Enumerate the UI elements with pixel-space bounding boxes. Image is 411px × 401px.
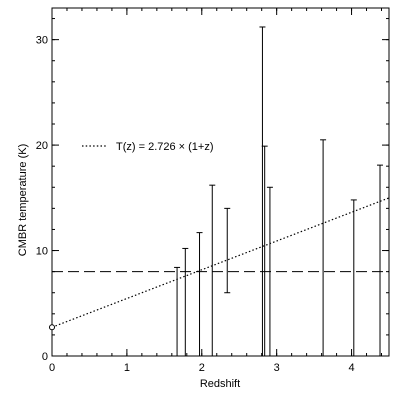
model-line-dotted (51, 197, 390, 328)
y-tick-label: 0 (42, 351, 48, 363)
legend: T(z) = 2.726 × (1+z) (82, 141, 214, 153)
data-point (49, 324, 55, 331)
plot-frame (51, 7, 390, 357)
x-tick-label: 4 (348, 362, 354, 374)
x-tick-label: 1 (124, 362, 130, 374)
x-tick-label: 3 (274, 362, 280, 374)
x-tick-label: 0 (49, 362, 55, 374)
plot-area: 0 1 2 3 4 0 10 20 30 (36, 7, 390, 374)
x-tick-label: 2 (199, 362, 205, 374)
y-tick-label: 10 (36, 246, 48, 258)
y-tick-label: 30 (36, 35, 48, 47)
x-axis-label: Redshift (200, 378, 240, 390)
y-tick-label: 20 (36, 140, 48, 152)
y-axis-label: CMBR temperature (K) (17, 144, 29, 256)
legend-label-model: T(z) = 2.726 × (1+z) (116, 141, 214, 153)
